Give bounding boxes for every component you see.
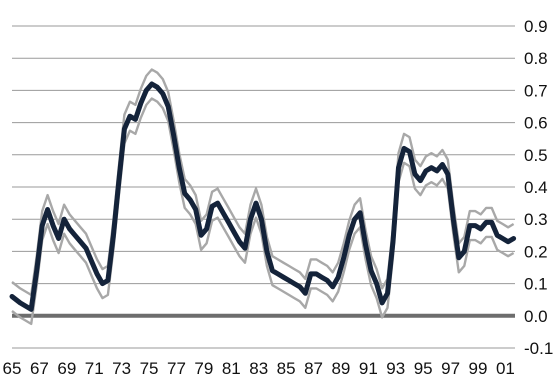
- x-tick-label: 95: [414, 359, 433, 378]
- x-tick-label: 01: [496, 359, 515, 378]
- x-tick-label: 67: [30, 359, 49, 378]
- x-tick-label: 65: [3, 359, 22, 378]
- x-axis-tick-labels: 65 67 69 71 73 75 77 79 81 83 85 87 89 91 93 95 97 99 01: [3, 359, 515, 378]
- x-tick-label: 85: [277, 359, 296, 378]
- y-tick-label: 0.8: [524, 49, 548, 68]
- grid-lines: [12, 25, 515, 349]
- y-tick-label: 0.6: [524, 114, 548, 133]
- x-tick-label: 87: [304, 359, 323, 378]
- y-tick-label: 0.9: [524, 17, 548, 36]
- x-tick-label: 81: [222, 359, 241, 378]
- x-tick-label: 77: [167, 359, 186, 378]
- y-axis-tick-labels: 0.9 0.8 0.7 0.6 0.5 0.4 0.3 0.2 0.1 0.0 -0.1: [524, 17, 553, 358]
- y-tick-label: 0.3: [524, 210, 548, 229]
- x-tick-label: 69: [57, 359, 76, 378]
- y-tick-label: 0.7: [524, 81, 548, 100]
- series-lines: [9, 81, 517, 312]
- x-tick-label: 83: [249, 359, 268, 378]
- x-tick-label: 73: [112, 359, 131, 378]
- x-tick-label: 79: [194, 359, 213, 378]
- y-tick-label: 0.4: [524, 178, 548, 197]
- x-tick-label: 91: [359, 359, 378, 378]
- x-tick-label: 97: [441, 359, 460, 378]
- y-tick-label: -0.1: [524, 339, 553, 358]
- series-line-0: [9, 81, 517, 312]
- y-tick-label: 0.2: [524, 242, 548, 261]
- x-tick-label: 71: [85, 359, 104, 378]
- y-tick-label: 0.0: [524, 307, 548, 326]
- x-tick-label: 75: [140, 359, 159, 378]
- x-tick-label: 99: [469, 359, 488, 378]
- x-tick-label: 89: [331, 359, 350, 378]
- x-tick-label: 93: [386, 359, 405, 378]
- confidence-bands: [11, 68, 515, 326]
- y-tick-label: 0.1: [524, 275, 548, 294]
- y-tick-label: 0.5: [524, 146, 548, 165]
